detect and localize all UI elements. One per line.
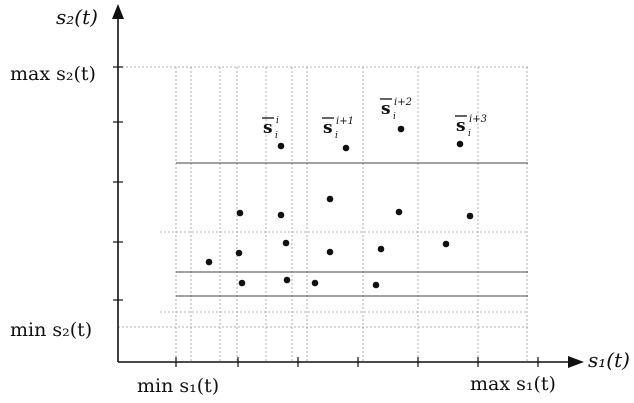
y-axis-label: s₂(t) — [56, 5, 98, 29]
point — [283, 276, 291, 284]
point — [326, 248, 334, 256]
point — [236, 209, 244, 217]
point-top-2 — [342, 144, 350, 152]
point — [311, 279, 319, 287]
point — [238, 279, 246, 287]
point-top-3 — [397, 125, 405, 133]
point-label-3: s i i+2 — [380, 97, 412, 122]
point — [377, 245, 385, 253]
label-sub: i — [468, 129, 471, 139]
point-label-2: s i i+1 — [322, 116, 354, 141]
x-max-label: max s₁(t) — [470, 373, 556, 395]
label-sub: i — [393, 112, 396, 122]
y-min-label: min s₂(t) — [10, 319, 92, 341]
point-labels: s i i s i i+1 s i i+2 s i i+3 — [262, 97, 487, 141]
axes — [112, 4, 584, 368]
horizontal-grid-lines — [118, 66, 530, 328]
point — [277, 211, 285, 219]
data-points — [205, 125, 474, 289]
point — [282, 239, 290, 247]
point — [326, 195, 334, 203]
point — [442, 240, 450, 248]
label-base: s — [323, 118, 333, 138]
point-label-4: s i i+3 — [455, 114, 487, 139]
label-sup: i+1 — [336, 116, 354, 127]
point-top-4 — [456, 140, 464, 148]
x-axis-arrowhead — [568, 356, 584, 368]
label-base: s — [263, 118, 273, 138]
vertical-grid-lines — [175, 67, 528, 362]
label-sub: i — [335, 131, 338, 141]
label-sup: i+2 — [394, 97, 412, 108]
point — [205, 258, 213, 266]
point — [466, 212, 474, 220]
partition-lines — [176, 162, 528, 297]
label-base: s — [456, 116, 466, 136]
point — [235, 249, 243, 257]
point — [372, 281, 380, 289]
y-axis-ticks — [113, 66, 123, 301]
axis-labels: s₂(t) s₁(t) max s₂(t) min s₂(t) min s₁(t… — [10, 5, 630, 397]
y-axis-arrowhead — [112, 4, 124, 19]
point-label-1: s i i — [262, 116, 279, 141]
label-base: s — [381, 99, 391, 119]
x-min-label: min s₁(t) — [137, 375, 219, 397]
y-max-label: max s₂(t) — [10, 63, 96, 85]
point-top-1 — [277, 142, 285, 150]
label-sub: i — [275, 131, 278, 141]
x-axis-label: s₁(t) — [588, 348, 630, 372]
label-sup: i — [276, 116, 279, 126]
point — [395, 208, 403, 216]
label-sup: i+3 — [469, 114, 487, 125]
x-axis-ticks — [175, 357, 539, 367]
